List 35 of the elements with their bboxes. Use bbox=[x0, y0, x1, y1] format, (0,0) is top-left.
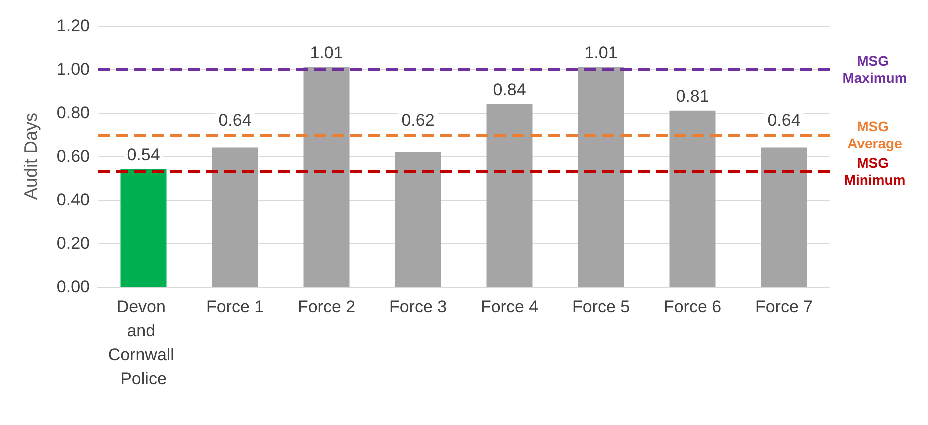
bar bbox=[578, 67, 624, 287]
data-label: 0.54 bbox=[127, 146, 160, 165]
x-tick-label: Force 1 bbox=[206, 298, 264, 316]
bar bbox=[670, 110, 716, 287]
bar bbox=[120, 170, 167, 287]
x-tick-label: Force 5 bbox=[572, 298, 630, 316]
ref-line-label: MSG Minimum bbox=[844, 155, 906, 188]
data-label: 1.01 bbox=[310, 43, 344, 62]
data-label: 0.64 bbox=[218, 110, 252, 130]
x-tick-label: Force 2 bbox=[298, 298, 356, 316]
x-tick-label: Devon and Cornwall Police bbox=[108, 298, 180, 388]
x-tick-label: Force 3 bbox=[389, 298, 448, 316]
bar bbox=[486, 104, 533, 287]
x-tick-label: Force 7 bbox=[755, 298, 814, 316]
data-label: 0.81 bbox=[676, 86, 710, 106]
ref-line-label: MSG Maximum bbox=[842, 53, 908, 86]
ref-line-label: MSG Average bbox=[848, 118, 903, 152]
y-tick-label: 0.00 bbox=[56, 278, 90, 296]
bar bbox=[395, 152, 442, 287]
x-tick-label: Force 4 bbox=[480, 298, 539, 316]
x-tick-label: Force 6 bbox=[664, 298, 722, 316]
y-tick-label: 1.20 bbox=[56, 16, 90, 36]
y-tick-label: 0.60 bbox=[56, 147, 90, 166]
y-axis-title: Audit Days bbox=[21, 112, 41, 200]
y-tick-label: 0.80 bbox=[56, 104, 90, 122]
y-tick-label: 0.20 bbox=[56, 234, 90, 253]
bar bbox=[304, 67, 350, 287]
y-tick-label: 0.40 bbox=[56, 190, 90, 210]
bar bbox=[212, 148, 258, 287]
data-label: 1.01 bbox=[584, 43, 618, 62]
data-label: 0.84 bbox=[493, 80, 526, 100]
data-label: 0.64 bbox=[768, 110, 801, 130]
bar bbox=[761, 148, 808, 287]
data-label: 0.62 bbox=[402, 110, 435, 130]
y-tick-label: 1.00 bbox=[56, 60, 90, 79]
